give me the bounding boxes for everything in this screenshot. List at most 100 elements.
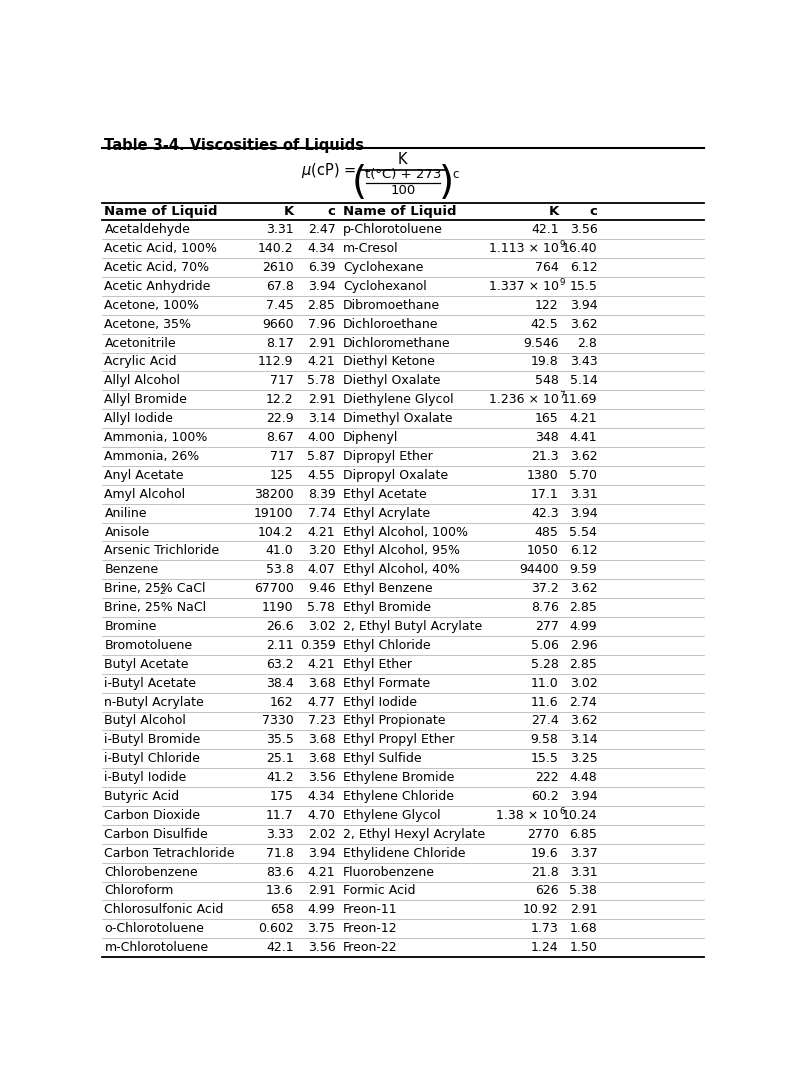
Text: Diphenyl: Diphenyl [343, 431, 399, 444]
Text: Ethyl Acetate: Ethyl Acetate [343, 488, 427, 501]
Text: 4.55: 4.55 [307, 469, 336, 482]
Text: 11.0: 11.0 [531, 676, 559, 690]
Text: 3.68: 3.68 [307, 752, 336, 765]
Text: Cyclohexane: Cyclohexane [343, 261, 424, 274]
Text: K: K [398, 152, 408, 167]
Text: 12.2: 12.2 [266, 393, 293, 406]
Text: Ethyl Benzene: Ethyl Benzene [343, 583, 433, 596]
Text: 175: 175 [270, 790, 293, 803]
Text: 35.5: 35.5 [266, 733, 293, 746]
Text: Acetic Acid, 100%: Acetic Acid, 100% [105, 242, 218, 255]
Text: Ethyl Bromide: Ethyl Bromide [343, 601, 432, 614]
Text: 2.11: 2.11 [266, 639, 293, 651]
Text: Ethyl Alcohol, 40%: Ethyl Alcohol, 40% [343, 563, 460, 576]
Text: 10.24: 10.24 [562, 808, 597, 822]
Text: 2610: 2610 [262, 261, 293, 274]
Text: o-Chlorotoluene: o-Chlorotoluene [105, 922, 204, 935]
Text: Acetonitrile: Acetonitrile [105, 336, 176, 349]
Text: 9: 9 [560, 240, 565, 249]
Text: 140.2: 140.2 [258, 242, 293, 255]
Text: 5.14: 5.14 [570, 374, 597, 387]
Text: Ethyl Chloride: Ethyl Chloride [343, 639, 431, 651]
Text: 2.91: 2.91 [308, 885, 336, 898]
Text: Acetic Anhydride: Acetic Anhydride [105, 280, 211, 292]
Text: 53.8: 53.8 [266, 563, 293, 576]
Text: 3.02: 3.02 [570, 676, 597, 690]
Text: 2.47: 2.47 [307, 224, 336, 236]
Text: 3.14: 3.14 [308, 412, 336, 425]
Text: 8.17: 8.17 [266, 336, 293, 349]
Text: 6.12: 6.12 [570, 544, 597, 558]
Text: 2.02: 2.02 [307, 828, 336, 841]
Text: 7330: 7330 [262, 715, 293, 728]
Text: 2.85: 2.85 [570, 601, 597, 614]
Text: 277: 277 [534, 620, 559, 633]
Text: i-Butyl Acetate: i-Butyl Acetate [105, 676, 196, 690]
Text: 42.1: 42.1 [266, 942, 293, 955]
Text: 94400: 94400 [519, 563, 559, 576]
Text: 2, Ethyl Butyl Acrylate: 2, Ethyl Butyl Acrylate [343, 620, 483, 633]
Text: 3.56: 3.56 [570, 224, 597, 236]
Text: c: c [453, 168, 459, 181]
Text: 42.5: 42.5 [531, 317, 559, 331]
Text: 11.6: 11.6 [531, 696, 559, 708]
Text: 4.07: 4.07 [307, 563, 336, 576]
Text: m-Chlorotoluene: m-Chlorotoluene [105, 942, 208, 955]
Text: 1.236 × 10: 1.236 × 10 [489, 393, 559, 406]
Text: 4.21: 4.21 [308, 658, 336, 671]
Text: Allyl Alcohol: Allyl Alcohol [105, 374, 181, 387]
Text: 67700: 67700 [254, 583, 293, 596]
Text: 4.34: 4.34 [308, 790, 336, 803]
Text: Acetone, 35%: Acetone, 35% [105, 317, 192, 331]
Text: 11.7: 11.7 [266, 808, 293, 822]
Text: Ethylene Glycol: Ethylene Glycol [343, 808, 441, 822]
Text: Freon-12: Freon-12 [343, 922, 398, 935]
Text: 4.48: 4.48 [570, 771, 597, 784]
Text: Carbon Dioxide: Carbon Dioxide [105, 808, 200, 822]
Text: Dipropyl Oxalate: Dipropyl Oxalate [343, 469, 448, 482]
Text: 3.94: 3.94 [308, 280, 336, 292]
Text: 10.92: 10.92 [523, 903, 559, 916]
Text: 5.70: 5.70 [569, 469, 597, 482]
Text: 0.602: 0.602 [258, 922, 293, 935]
Text: 19.6: 19.6 [531, 847, 559, 860]
Text: Brine, 25% NaCl: Brine, 25% NaCl [105, 601, 207, 614]
Text: 3.94: 3.94 [570, 299, 597, 312]
Text: 4.21: 4.21 [308, 526, 336, 539]
Text: 9.546: 9.546 [523, 336, 559, 349]
Text: 41.0: 41.0 [266, 544, 293, 558]
Text: 5.54: 5.54 [570, 526, 597, 539]
Text: 658: 658 [270, 903, 293, 916]
Text: 3.43: 3.43 [570, 356, 597, 369]
Text: Freon-22: Freon-22 [343, 942, 398, 955]
Text: 1.337 × 10: 1.337 × 10 [489, 280, 559, 292]
Text: 3.14: 3.14 [570, 733, 597, 746]
Text: 6.85: 6.85 [570, 828, 597, 841]
Text: 3.31: 3.31 [266, 224, 293, 236]
Text: (: ( [352, 164, 367, 202]
Text: Ammonia, 100%: Ammonia, 100% [105, 431, 208, 444]
Text: 3.94: 3.94 [308, 847, 336, 860]
Text: 22.9: 22.9 [266, 412, 293, 425]
Text: 42.1: 42.1 [531, 224, 559, 236]
Text: 1190: 1190 [262, 601, 293, 614]
Text: Ethyl Formate: Ethyl Formate [343, 676, 430, 690]
Text: 2.8: 2.8 [578, 336, 597, 349]
Text: Ethyl Alcohol, 100%: Ethyl Alcohol, 100% [343, 526, 468, 539]
Text: 548: 548 [534, 374, 559, 387]
Text: 5.38: 5.38 [570, 885, 597, 898]
Text: 42.3: 42.3 [531, 506, 559, 519]
Text: Diethyl Ketone: Diethyl Ketone [343, 356, 435, 369]
Text: 1.38 × 10: 1.38 × 10 [497, 808, 559, 822]
Text: 2.91: 2.91 [570, 903, 597, 916]
Text: 9660: 9660 [262, 317, 293, 331]
Text: 4.41: 4.41 [570, 431, 597, 444]
Text: 485: 485 [534, 526, 559, 539]
Text: Chloroform: Chloroform [105, 885, 174, 898]
Text: 38.4: 38.4 [266, 676, 293, 690]
Text: 122: 122 [535, 299, 559, 312]
Text: 3.68: 3.68 [307, 676, 336, 690]
Text: 5.78: 5.78 [307, 374, 336, 387]
Text: 3.02: 3.02 [307, 620, 336, 633]
Text: 1.68: 1.68 [570, 922, 597, 935]
